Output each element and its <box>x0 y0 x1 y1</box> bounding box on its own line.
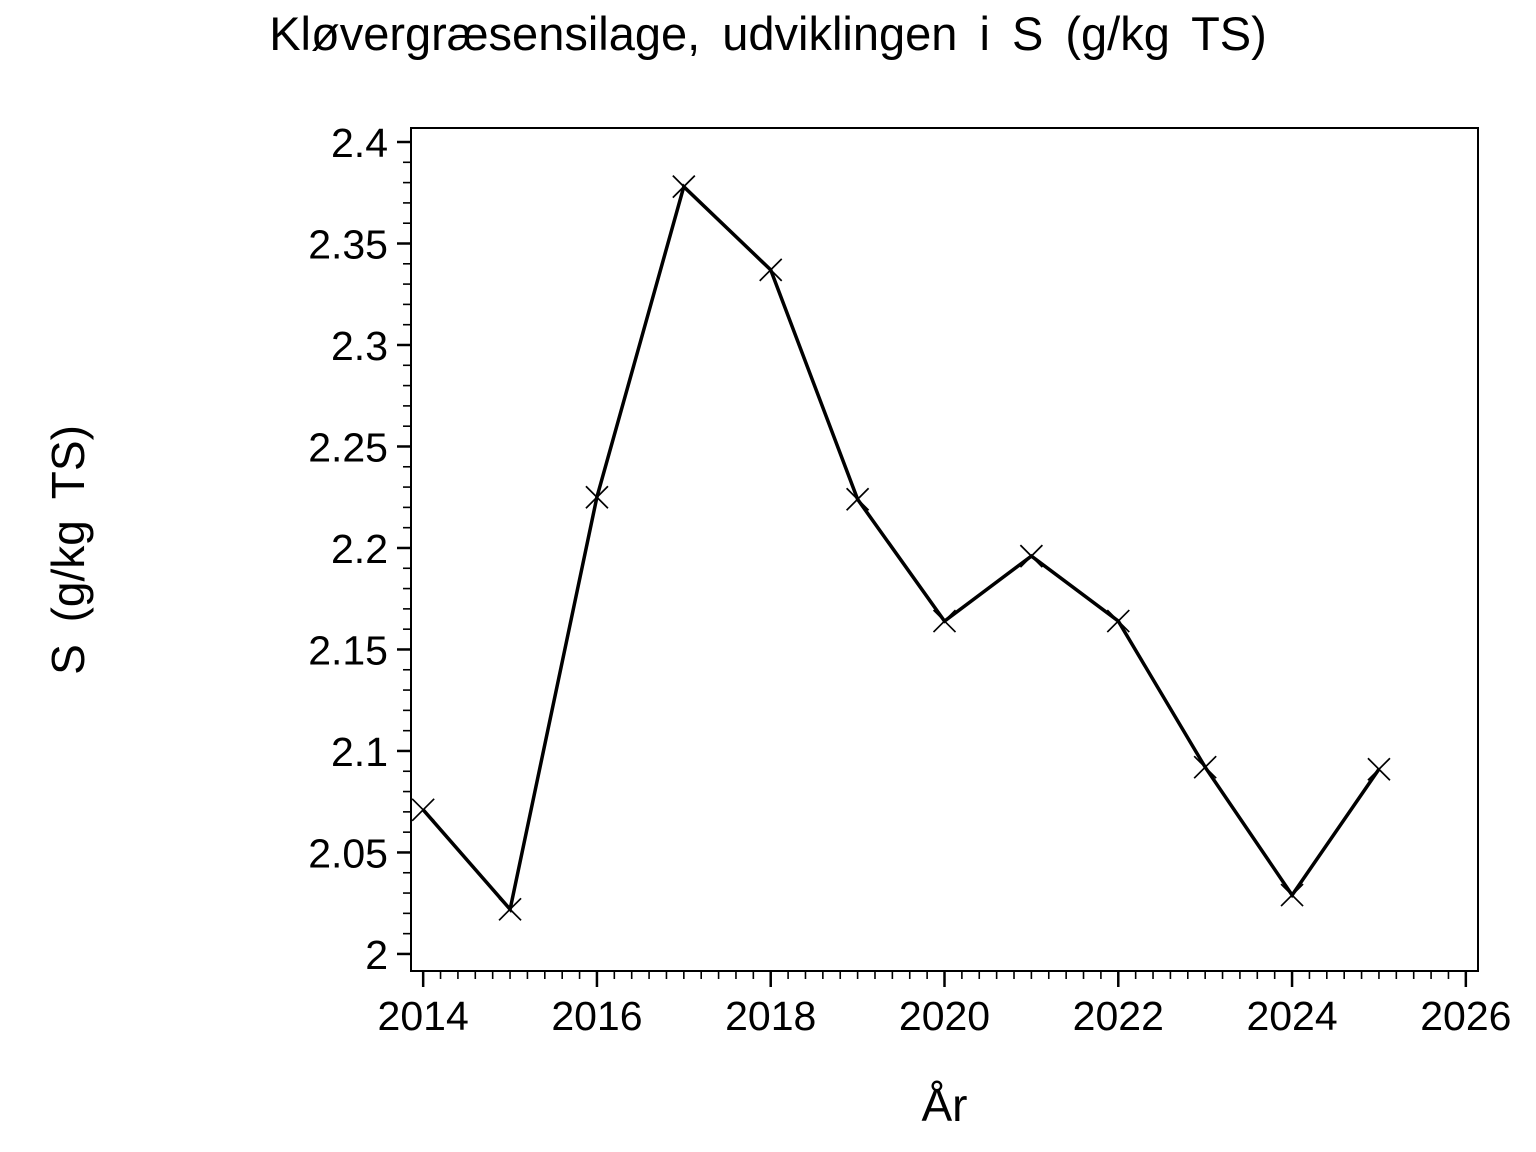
marker-stroke <box>932 609 957 633</box>
x-axis-title: År <box>921 1079 968 1131</box>
marker-stroke <box>759 258 783 282</box>
y-tick-label: 2.25 <box>308 424 388 470</box>
data-point-marker <box>1019 544 1043 568</box>
x-tick-label: 2014 <box>378 993 469 1039</box>
data-point-marker <box>1106 609 1130 633</box>
data-point-marker <box>759 258 783 282</box>
marker-stroke <box>498 897 522 921</box>
data-point-marker <box>498 897 522 921</box>
marker-stroke <box>672 175 696 199</box>
x-tick-label: 2020 <box>899 993 990 1039</box>
data-point-marker <box>585 485 609 509</box>
data-point-marker <box>846 487 870 511</box>
y-tick-label: 2 <box>365 932 388 978</box>
chart-title: Kløvergræsensilage, udviklingen i S (g/k… <box>269 7 1267 60</box>
x-tick-label: 2022 <box>1073 993 1164 1039</box>
y-tick-label: 2.2 <box>331 526 388 572</box>
marker-stroke <box>585 485 609 509</box>
marker-stroke <box>1280 883 1304 907</box>
marker-stroke <box>846 487 870 511</box>
data-point-marker <box>1280 883 1304 907</box>
y-axis: 2 2.05 2.1 2.15 2.2 2.25 2.3 2.35 2.4 <box>308 120 411 978</box>
data-markers <box>411 175 1391 921</box>
x-axis: 2014 2016 2018 2020 2022 2024 2026 <box>378 971 1511 1039</box>
y-tick-label: 2.4 <box>331 120 388 166</box>
data-point-marker <box>932 609 957 633</box>
data-point-marker <box>1367 757 1391 781</box>
marker-stroke <box>1367 757 1391 781</box>
x-tick-label: 2024 <box>1246 993 1337 1039</box>
marker-stroke <box>411 798 435 822</box>
marker-stroke <box>1106 609 1130 633</box>
marker-stroke <box>1019 544 1043 568</box>
y-tick-label: 2.15 <box>308 627 388 673</box>
y-tick-label: 2.05 <box>308 830 388 876</box>
y-tick-label: 2.3 <box>331 323 388 369</box>
plot-frame <box>410 127 1479 972</box>
data-line <box>421 183 1381 914</box>
marker-stroke <box>1193 755 1217 779</box>
data-point-marker <box>1193 755 1217 779</box>
x-tick-label: 2018 <box>725 993 816 1039</box>
y-tick-label: 2.35 <box>308 221 388 267</box>
data-point-marker <box>411 798 435 822</box>
x-tick-label: 2016 <box>551 993 642 1039</box>
data-point-marker <box>672 175 696 199</box>
y-tick-label: 2.1 <box>331 729 388 775</box>
x-tick-label: 2026 <box>1420 993 1511 1039</box>
